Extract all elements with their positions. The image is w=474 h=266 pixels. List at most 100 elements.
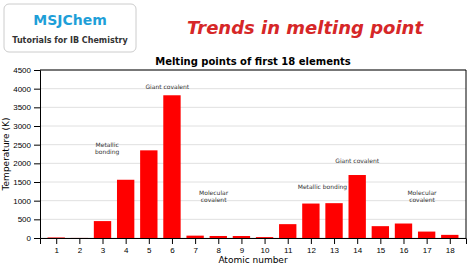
tick-label: 1000 <box>13 197 31 206</box>
annotation-line: covalent <box>201 196 227 203</box>
tick-label: 9 <box>240 246 245 255</box>
tick: 0 <box>27 234 40 243</box>
tick: 8 <box>217 238 222 255</box>
tick: 3500 <box>13 103 40 112</box>
tick: 5 <box>147 238 152 255</box>
tick: 3000 <box>13 122 40 131</box>
tick-mark <box>34 163 40 164</box>
tick: 10 <box>261 238 270 255</box>
bars <box>48 95 459 238</box>
bar <box>418 232 435 238</box>
bar <box>395 224 412 238</box>
tick: 2000 <box>13 159 40 168</box>
grid-line <box>40 126 466 127</box>
x-axis: 123456789101112131415161718 <box>41 238 467 255</box>
tick-label: 7 <box>193 246 198 255</box>
bar <box>256 237 273 238</box>
tick-mark <box>172 238 173 244</box>
watermark-line: MSJChem <box>33 12 107 28</box>
grid <box>40 70 466 238</box>
annotation: Metallic bonding <box>298 183 348 191</box>
annotations: Metallicbonding Giant covalent Molecularco… <box>95 83 437 204</box>
tick: 16 <box>400 238 409 255</box>
bar <box>140 150 157 238</box>
tick-mark <box>126 238 127 244</box>
bar <box>349 175 366 238</box>
y-axis-title: Temperature (K) <box>1 118 11 192</box>
annotation: Molecularcovalent <box>199 190 229 204</box>
tick-label: 2500 <box>13 141 31 150</box>
grid-line <box>40 163 466 164</box>
tick-mark <box>241 238 242 244</box>
bar <box>279 224 296 238</box>
bar <box>48 237 65 238</box>
bar <box>71 237 88 238</box>
tick: 9 <box>240 238 245 255</box>
tick-label: 1 <box>54 246 59 255</box>
tick: 7 <box>193 238 198 255</box>
tick-mark <box>380 238 381 244</box>
tick-label: 6 <box>170 246 175 255</box>
watermark-box <box>4 4 136 52</box>
tick-mark <box>311 238 312 244</box>
tick-label: 15 <box>376 246 385 255</box>
tick: 500 <box>18 215 40 224</box>
tick-mark <box>34 238 40 239</box>
annotation-line: Metallic bonding <box>298 183 348 191</box>
grid-line <box>40 182 466 183</box>
tick-label: 8 <box>217 246 222 255</box>
tick-mark <box>357 238 358 244</box>
annotation-line: bonding <box>95 148 120 156</box>
tick-label: 500 <box>18 215 32 224</box>
grid-line <box>40 107 466 108</box>
tick: 6 <box>170 238 175 255</box>
banner: MSJChemTutorials for IB ChemistryTrends … <box>4 4 424 52</box>
tick: 4 <box>124 238 129 255</box>
bar <box>372 226 389 238</box>
bar <box>186 236 203 238</box>
tick-mark <box>34 126 40 127</box>
tick: 2500 <box>13 141 40 150</box>
tick-mark <box>334 238 335 244</box>
tick-mark <box>195 238 196 244</box>
frame-line <box>40 70 466 71</box>
tick-mark <box>79 238 80 244</box>
annotation: Giant covalent <box>335 157 379 164</box>
tick-mark <box>265 238 266 244</box>
tick: 12 <box>307 238 316 255</box>
tick: 1 <box>54 238 59 255</box>
tick-mark <box>450 238 451 244</box>
chart-title: Melting points of first 18 elements <box>155 56 351 67</box>
tick-label: 3000 <box>13 122 31 131</box>
bar <box>302 204 319 238</box>
annotation: Giant covalent <box>145 83 189 90</box>
tick-label: 2 <box>78 246 83 255</box>
tick-mark <box>34 70 40 71</box>
tick-label: 3500 <box>13 103 31 112</box>
tick-mark <box>288 238 289 244</box>
grid-line <box>40 70 466 71</box>
tick: 15 <box>376 238 385 255</box>
bar <box>325 203 342 238</box>
tick-mark <box>218 238 219 244</box>
tick-label: 4500 <box>13 66 31 75</box>
axis-domain <box>34 71 41 239</box>
tick: 3 <box>101 238 106 255</box>
annotation: Metallicbonding <box>95 141 120 156</box>
tick-label: 13 <box>330 246 339 255</box>
annotation-line: covalent <box>409 196 435 203</box>
tick-label: 12 <box>307 246 316 255</box>
tick-mark <box>34 182 40 183</box>
tick-label: 4000 <box>13 85 31 94</box>
tick-mark <box>149 238 150 244</box>
tick-mark <box>56 238 57 244</box>
grid-line <box>40 88 466 89</box>
tick-label: 0 <box>27 234 32 243</box>
bar <box>117 180 134 238</box>
tick: 1500 <box>13 178 40 187</box>
tick: 4000 <box>13 85 40 94</box>
tick-label: 5 <box>147 246 152 255</box>
tick-mark <box>34 201 40 202</box>
tick-mark <box>34 89 40 90</box>
tick: 1000 <box>13 197 40 206</box>
